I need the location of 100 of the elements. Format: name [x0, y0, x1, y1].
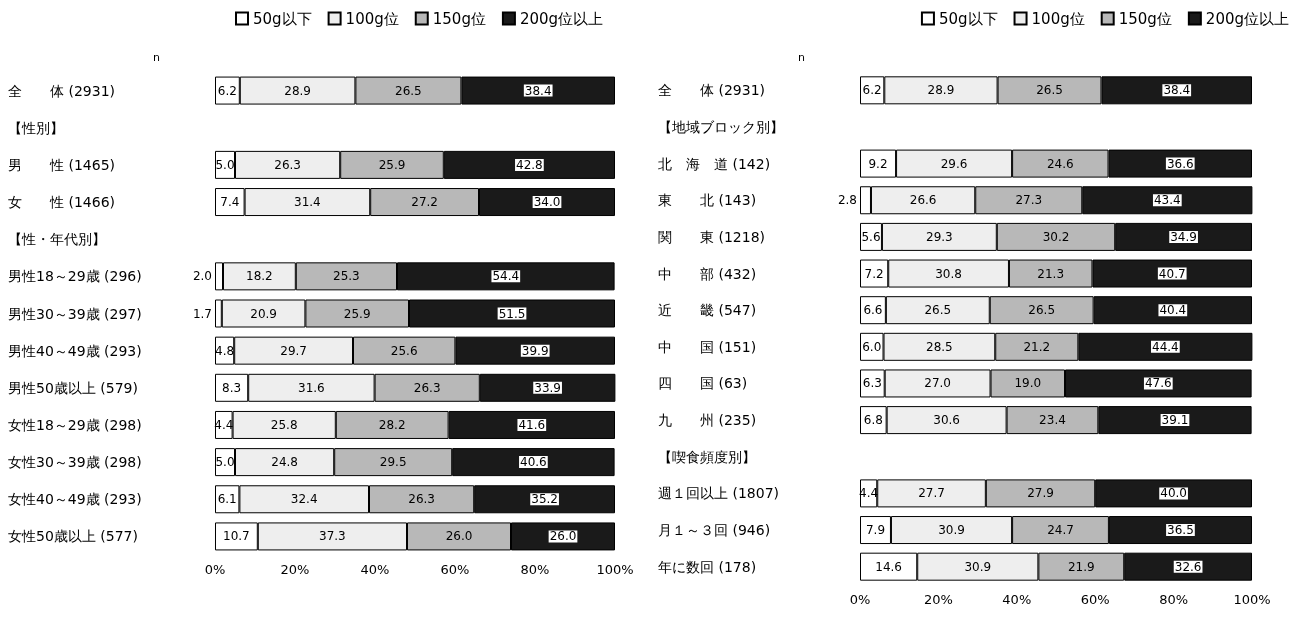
legend-label: 200g位以上 — [1205, 9, 1289, 28]
x-tick-label: 40% — [360, 562, 390, 577]
y-tick-label: 男性18～29歳 (296) — [8, 268, 142, 285]
data-label: 30.2 — [1042, 229, 1070, 244]
y-tick-label: 女性50歳以上 (577) — [8, 528, 138, 545]
data-label: 26.0 — [549, 529, 577, 544]
y-tick-label: 男性50歳以上 (579) — [8, 379, 138, 396]
data-label: 5.0 — [215, 157, 235, 172]
x-tick-label: 60% — [440, 562, 470, 577]
y-tick-label: 四 国 (63) — [658, 375, 748, 392]
legend-label: 50g以下 — [938, 9, 998, 28]
data-label: 29.3 — [926, 229, 953, 244]
x-tick-label: 0% — [204, 562, 226, 577]
data-label: 6.2 — [862, 83, 882, 98]
x-tick-label: 0% — [849, 592, 871, 607]
y-tick-label: 【喫食頻度別】 — [658, 448, 756, 465]
data-label: 51.5 — [498, 306, 526, 321]
data-label: 27.9 — [1027, 486, 1054, 501]
data-label: 6.8 — [863, 413, 883, 428]
data-label: 31.6 — [298, 380, 325, 395]
data-label: 26.5 — [924, 303, 952, 318]
data-label: 35.2 — [531, 492, 558, 507]
y-tick-label: 女性30～39歳 (298) — [8, 454, 142, 471]
data-label: 6.1 — [217, 492, 237, 507]
y-tick-label: 【地域ブロック別】 — [658, 118, 784, 135]
data-label: 26.5 — [1036, 83, 1063, 98]
x-tick-label: 100% — [1233, 592, 1271, 607]
data-label: 36.6 — [1166, 156, 1194, 171]
data-label: 14.6 — [875, 559, 902, 574]
y-tick-label: 全 体 (2931) — [8, 82, 116, 99]
text: n — [798, 51, 805, 64]
data-label: 7.4 — [220, 195, 240, 210]
data-label: 23.4 — [1039, 413, 1066, 428]
data-label: 7.9 — [865, 523, 886, 538]
y-tick-label: 月１～３回 (946) — [658, 522, 771, 539]
data-label: 31.4 — [294, 195, 321, 210]
data-label: 43.4 — [1153, 193, 1181, 208]
y-tick-label: 九 州 (235) — [658, 412, 757, 429]
data-label: 26.6 — [909, 193, 937, 208]
y-tick-label: 年に数回 (178) — [658, 558, 757, 575]
data-label: 34.9 — [1170, 229, 1197, 244]
legend-label: 50g以下 — [253, 9, 312, 28]
data-label: 28.2 — [378, 417, 406, 432]
y-tick-label: 中 国 (151) — [658, 338, 757, 355]
legend-label: 200g位以上 — [519, 9, 604, 28]
data-label: 30.9 — [964, 559, 992, 574]
legend-label: 100g位 — [1031, 9, 1085, 28]
data-label: 29.7 — [280, 343, 307, 358]
data-label: 27.2 — [411, 195, 438, 210]
y-tick-label: 週１回以上 (1807) — [658, 485, 780, 502]
data-label: 40.4 — [1159, 303, 1187, 318]
data-label: 42.8 — [516, 157, 543, 172]
data-label: 39.1 — [1161, 413, 1189, 428]
data-label: 40.7 — [1158, 266, 1186, 281]
data-label: 29.6 — [940, 156, 968, 171]
data-label: 6.6 — [863, 303, 883, 318]
legend-label: 100g位 — [345, 9, 399, 28]
y-tick-label: 関 東 (1218) — [658, 228, 766, 245]
legend-label: 150g位 — [432, 9, 486, 28]
data-label: 1.7 — [192, 306, 212, 321]
data-label: 21.2 — [1023, 339, 1051, 354]
data-label: 6.0 — [862, 339, 882, 354]
y-tick-label: 中 部 (432) — [658, 265, 757, 282]
x-tick-label: 80% — [1159, 592, 1189, 607]
data-label: 27.7 — [918, 486, 945, 501]
legend-label: 150g位 — [1118, 9, 1172, 28]
data-label: 37.3 — [319, 529, 346, 544]
data-label: 29.5 — [379, 455, 407, 470]
data-label: 6.2 — [217, 83, 237, 98]
data-label: 26.3 — [408, 492, 435, 507]
data-label: 27.0 — [924, 376, 951, 391]
data-label: 21.3 — [1037, 266, 1065, 281]
data-label: 26.3 — [413, 380, 441, 395]
x-tick-label: 20% — [923, 592, 953, 607]
data-label: 26.0 — [445, 529, 473, 544]
data-label: 28.9 — [927, 83, 955, 98]
data-label: 30.6 — [933, 413, 960, 428]
data-label: 2.8 — [837, 193, 857, 208]
data-label: 26.5 — [395, 83, 422, 98]
data-label: 24.7 — [1047, 523, 1074, 538]
data-label: 24.8 — [271, 455, 298, 470]
data-label: 30.9 — [938, 523, 965, 538]
y-tick-label: 男 性 (1465) — [8, 156, 116, 173]
data-label: 30.8 — [935, 266, 962, 281]
x-tick-label: 40% — [1002, 592, 1032, 607]
data-label: 44.4 — [1152, 339, 1179, 354]
y-tick-label: 全 体 (2931) — [658, 82, 766, 99]
text: n — [153, 51, 160, 64]
data-label: 26.3 — [274, 157, 301, 172]
data-label: 5.6 — [861, 229, 881, 244]
data-label: 21.9 — [1067, 559, 1095, 574]
data-label: 6.3 — [862, 376, 882, 391]
data-label: 27.3 — [1015, 193, 1043, 208]
data-label: 25.6 — [390, 343, 418, 358]
y-tick-label: 【性・年代別】 — [8, 231, 106, 248]
data-label: 38.4 — [524, 83, 552, 98]
x-tick-label: 80% — [520, 562, 550, 577]
data-label: 32.4 — [290, 492, 318, 507]
y-tick-label: 東 北 (143) — [658, 192, 757, 209]
data-label: 2.0 — [192, 269, 212, 284]
